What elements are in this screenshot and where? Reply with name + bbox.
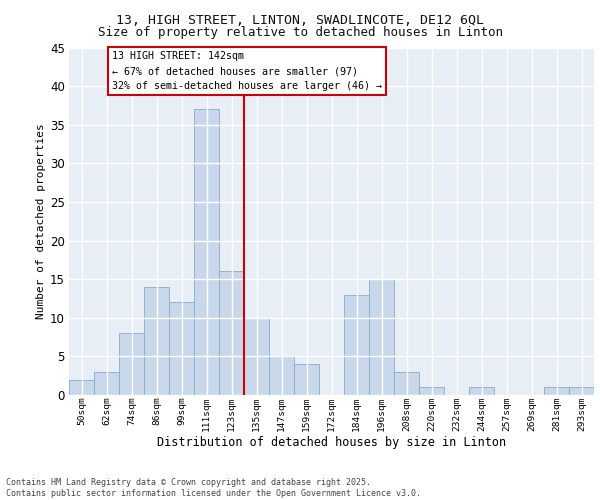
Bar: [119, 333, 144, 395]
Bar: [294, 364, 319, 395]
Bar: [219, 272, 244, 395]
Bar: [419, 388, 444, 395]
Bar: [94, 372, 119, 395]
Text: Contains HM Land Registry data © Crown copyright and database right 2025.
Contai: Contains HM Land Registry data © Crown c…: [6, 478, 421, 498]
Bar: [169, 302, 194, 395]
Bar: [569, 388, 594, 395]
Bar: [69, 380, 94, 395]
Bar: [144, 287, 169, 395]
Bar: [369, 279, 394, 395]
Text: 13 HIGH STREET: 142sqm
← 67% of detached houses are smaller (97)
32% of semi-det: 13 HIGH STREET: 142sqm ← 67% of detached…: [112, 52, 382, 91]
Text: Size of property relative to detached houses in Linton: Size of property relative to detached ho…: [97, 26, 503, 39]
Bar: [344, 294, 369, 395]
Bar: [244, 318, 269, 395]
Bar: [269, 356, 294, 395]
Bar: [544, 388, 569, 395]
Text: 13, HIGH STREET, LINTON, SWADLINCOTE, DE12 6QL: 13, HIGH STREET, LINTON, SWADLINCOTE, DE…: [116, 14, 484, 27]
Y-axis label: Number of detached properties: Number of detached properties: [36, 124, 46, 319]
Bar: [469, 388, 494, 395]
X-axis label: Distribution of detached houses by size in Linton: Distribution of detached houses by size …: [157, 436, 506, 450]
Bar: [194, 110, 219, 395]
Bar: [394, 372, 419, 395]
